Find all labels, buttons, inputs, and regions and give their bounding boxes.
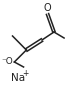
Text: +: + — [22, 69, 28, 77]
Text: Na: Na — [11, 73, 25, 83]
Text: ⁻O: ⁻O — [1, 58, 13, 66]
Text: O: O — [44, 3, 51, 13]
